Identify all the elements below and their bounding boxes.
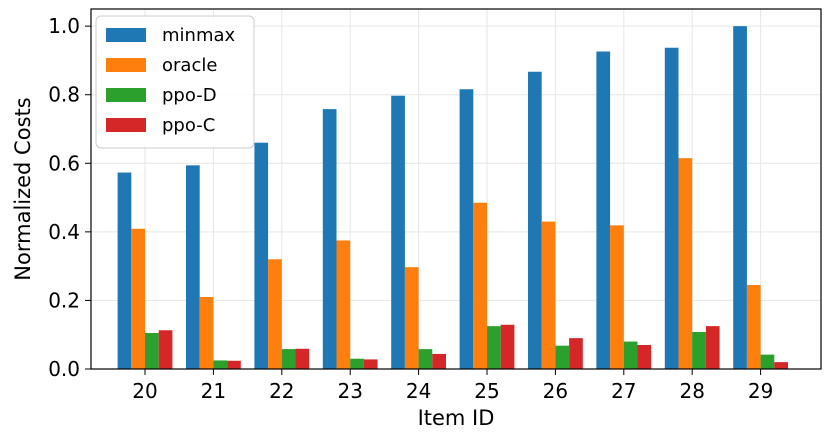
plot-frame [90, 8, 822, 370]
bar-ppo-D-29 [760, 354, 775, 369]
bar-ppo-C-28 [705, 326, 720, 369]
bar-oracle-27 [610, 225, 624, 369]
x-tick-label: 26 [543, 379, 568, 403]
y-tick-label: 0.6 [48, 151, 80, 175]
x-axis-ticks: 20 21 22 23 24 25 26 27 28 29 [132, 369, 773, 403]
bar-oracle-22 [268, 259, 282, 369]
legend-swatch-minmax [106, 28, 146, 42]
legend-swatch-ppo-D [106, 88, 146, 102]
y-tick-label: 0.0 [48, 357, 80, 381]
y-tick-label: 1.0 [48, 14, 80, 38]
bar-ppo-D-28 [692, 331, 706, 369]
bar-oracle-24 [404, 267, 419, 369]
bar-minmax-23 [322, 109, 337, 370]
bar-minmax-25 [459, 89, 474, 369]
bar-oracle-29 [746, 285, 761, 369]
legend-box [95, 15, 255, 149]
bar-ppo-C-23 [363, 359, 378, 369]
bar-minmax-26 [528, 71, 542, 370]
legend-label-ppo-D: ppo-D [162, 85, 217, 106]
bar-ppo-D-20 [145, 333, 159, 369]
x-tick-label: 24 [406, 379, 431, 403]
y-tick-label: 0.2 [48, 288, 80, 312]
bar-minmax-27 [596, 51, 611, 369]
bar-minmax-20 [117, 172, 132, 369]
bar-minmax-29 [733, 26, 747, 369]
y-tick-label: 0.4 [48, 220, 80, 244]
bar-ppo-D-24 [418, 349, 433, 369]
bar-oracle-21 [199, 297, 214, 369]
bar-ppo-C-20 [158, 330, 173, 369]
bar-ppo-C-26 [569, 338, 583, 369]
legend-label-oracle: oracle [162, 55, 217, 76]
bar-oracle-28 [678, 158, 693, 369]
x-tick-label: 28 [679, 379, 704, 403]
x-tick-label: 25 [474, 379, 499, 403]
bar-ppo-C-22 [295, 348, 310, 369]
x-tick-label: 22 [269, 379, 294, 403]
bar-minmax-28 [664, 47, 679, 370]
bar-ppo-C-24 [432, 353, 446, 369]
bar-ppo-D-27 [623, 341, 638, 369]
bar-oracle-25 [473, 202, 487, 369]
legend-swatch-ppo-C [106, 118, 146, 132]
legend-label-ppo-C: ppo-C [162, 115, 215, 136]
bar-ppo-D-23 [350, 358, 364, 369]
y-tick-label: 0.8 [48, 83, 80, 107]
legend: minmax oracle ppo-D ppo-C [95, 15, 255, 149]
bar-ppo-C-29 [774, 362, 788, 369]
y-axis-ticks: 0.0 0.2 0.4 0.6 0.8 1.0 [48, 14, 91, 381]
x-tick-label: 21 [201, 379, 226, 403]
x-axis-label: Item ID [418, 406, 495, 430]
bar-minmax-22 [254, 142, 269, 369]
bar-minmax-21 [186, 165, 200, 369]
bars [117, 26, 788, 370]
y-axis-label: Normalized Costs [11, 97, 35, 280]
bar-minmax-24 [391, 95, 405, 370]
bar-ppo-C-21 [227, 360, 241, 369]
bar-ppo-D-25 [487, 326, 501, 369]
legend-swatch-oracle [106, 58, 146, 72]
bar-ppo-C-25 [500, 324, 515, 369]
legend-label-minmax: minmax [162, 25, 236, 46]
bar-ppo-D-26 [555, 345, 570, 369]
x-tick-label: 20 [132, 379, 157, 403]
x-tick-label: 27 [611, 379, 636, 403]
x-tick-label: 23 [337, 379, 362, 403]
bar-oracle-20 [131, 228, 145, 369]
bar-ppo-C-27 [637, 345, 652, 369]
x-tick-label: 29 [748, 379, 773, 403]
bar-oracle-23 [336, 240, 351, 369]
bar-ppo-D-21 [213, 360, 228, 369]
bar-ppo-D-22 [281, 349, 296, 369]
bar-oracle-26 [541, 221, 556, 369]
